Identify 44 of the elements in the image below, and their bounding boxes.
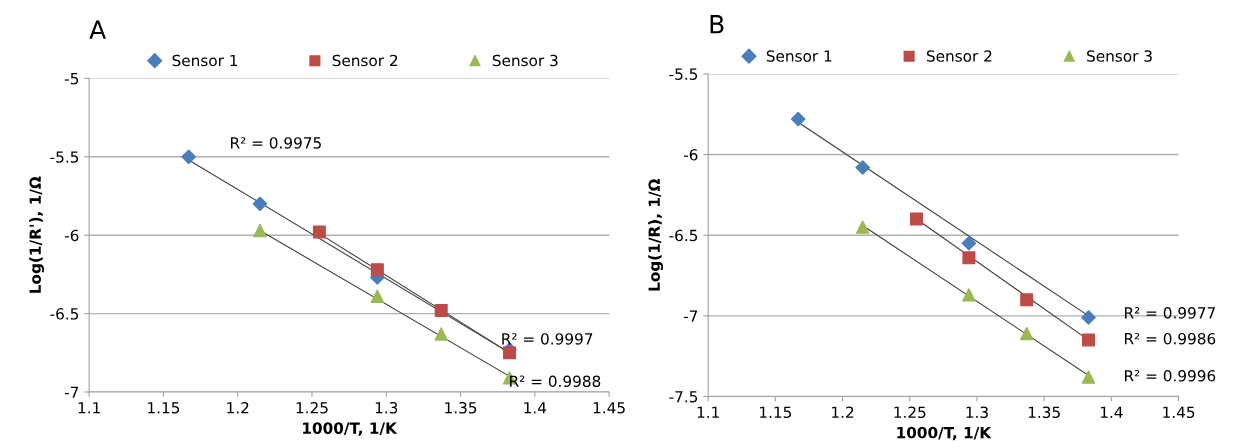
x-tick-label: 1.25	[296, 401, 328, 414]
legend-label: Sensor 1	[766, 50, 832, 62]
x-tick-label: 1.3	[375, 401, 398, 414]
legend-label: Sensor 2	[926, 50, 992, 62]
y-tick-label: -7	[683, 310, 698, 322]
y-axis-title: Log(1/R'), 1/Ω	[29, 176, 45, 293]
x-tick-label: 1.45	[593, 402, 625, 414]
y-tick-label: -5	[64, 73, 79, 85]
annotation: R² = 0.9986	[1125, 332, 1216, 345]
x-axis-title: 1000/T, 1/K	[897, 426, 992, 441]
x-tick-label: 1.1	[78, 402, 100, 414]
y-tick-label: -7.5	[669, 391, 698, 403]
y-tick-label: -6.5	[50, 308, 79, 320]
x-tick-label: 1.4	[524, 402, 547, 414]
x-tick-label: 1.25	[894, 406, 926, 419]
legend-label: Sensor 2	[332, 54, 398, 67]
annotation: R² = 0.9997	[502, 333, 593, 345]
annotation: R² = 0.9975	[231, 137, 321, 149]
x-axis-title: 1000/T, 1/K	[303, 422, 398, 436]
y-tick-label: -5.5	[50, 151, 79, 163]
legend-label: Sensor 3	[1087, 50, 1152, 62]
annotation: R² = 0.9996	[1125, 370, 1216, 382]
y-tick-label: -5.5	[669, 68, 698, 80]
legend-label: Sensor 3	[492, 54, 558, 67]
x-tick-label: 1.2	[832, 406, 854, 418]
x-tick-label: 1.35	[1028, 406, 1060, 419]
x-tick-label: 1.4	[1100, 406, 1123, 418]
chart-title: B	[710, 15, 724, 34]
x-tick-label: 1.1	[697, 406, 719, 418]
x-tick-label: 1.15	[760, 406, 792, 419]
annotation: R² = 0.9977	[1125, 307, 1215, 319]
y-tick-label: -6.5	[669, 229, 698, 242]
y-axis-title: Log(1/R), 1/Ω	[648, 178, 664, 291]
annotation: R² = 0.9988	[510, 375, 601, 388]
y-tick-label: -7	[64, 386, 79, 398]
y-tick-label: -6	[64, 229, 79, 242]
chart-title: A	[89, 20, 107, 39]
x-tick-label: 1.3	[966, 406, 988, 419]
x-tick-label: 1.35	[445, 401, 477, 414]
y-tick-label: -6	[683, 149, 698, 161]
x-tick-label: 1.2	[227, 401, 249, 414]
legend-label: Sensor 1	[172, 54, 238, 67]
x-tick-label: 1.45	[1163, 406, 1195, 419]
x-tick-label: 1.15	[148, 402, 180, 414]
